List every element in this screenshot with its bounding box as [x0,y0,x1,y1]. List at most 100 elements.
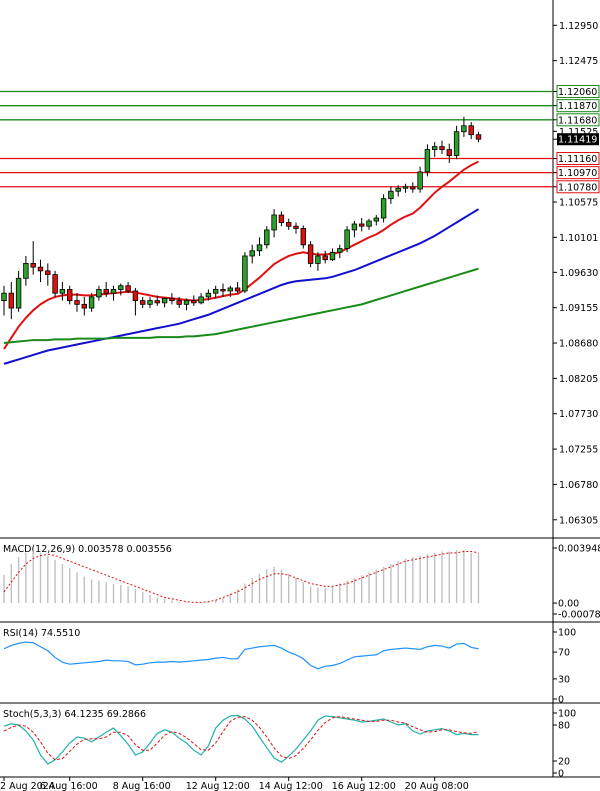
moving-average-blue [3,208,480,365]
macd-tick-label: 0.003948 [558,544,600,555]
stochastic-tick-label: 20 [558,757,570,768]
macd-tick-label: 0.00 [558,599,579,610]
candle-bullish [147,300,153,305]
candle-bullish [118,285,124,290]
candle-bullish [337,248,343,253]
time-tick-label: 8 Aug 16:00 [113,781,171,791]
price-tick-label: 1.06305 [559,515,598,526]
candle-bearish [74,300,80,305]
candle-bearish [52,274,58,294]
last-price-label: 1.11419 [558,135,597,146]
price-tick-label: 1.12475 [559,56,598,67]
candle-bearish [322,255,328,261]
time-tick-label: 20 Aug 08:00 [405,781,469,791]
candle-bullish [351,223,358,231]
level-tag-label: 1.12060 [558,87,597,98]
candle-bullish [453,131,460,156]
macd-panel[interactable]: MACD(12,26,9) 0.003578 0.003556 [3,544,480,604]
candle-bullish [380,198,387,219]
moving-average-layer [3,160,480,365]
candle-bullish [88,296,95,309]
moving-average-green [3,267,479,345]
rsi-panel[interactable]: RSI(14) 74.5510 [3,628,479,670]
moving-average-red [3,160,479,350]
candle-bullish [96,289,102,298]
candle-bearish [234,287,241,292]
level-tag-label: 1.10970 [558,168,597,179]
rsi-tick-label: 70 [558,648,570,659]
horizontal-levels-layer [0,90,553,188]
candle-bullish [366,220,372,227]
candle-bearish [132,290,139,302]
candle-bearish [8,292,14,309]
rsi-tick-label: 100 [558,628,576,639]
candle-bullish [1,292,7,302]
candle-bullish [329,251,336,261]
level-tags: 1.12060 1.11870 1.11680 1.11160 1.10970 1.107… [556,85,600,194]
candle-bearish [358,223,365,227]
price-tick-label: 1.06780 [559,480,598,491]
candle-bullish [242,255,248,292]
candle-bullish [212,289,219,294]
candle-bearish [169,297,175,302]
level-tag [556,151,600,165]
candle-bearish [125,285,131,292]
stochastic-panel[interactable]: Stoch(5,3,3) 64.1235 69.2866 [3,709,479,765]
candle-bearish [67,289,73,302]
candle-bullish [344,229,350,249]
time-tick-label: 14 Aug 12:00 [259,781,323,791]
price-tick-label: 1.08205 [559,374,598,385]
candle-bearish [293,225,299,229]
candle-bullish [205,292,212,298]
candle-bullish [402,186,409,189]
rsi-line [3,641,479,670]
level-tag-label: 1.11680 [558,115,597,126]
level-tag [556,85,600,99]
price-tick-label: 1.09155 [559,303,598,314]
price-tick-label: 1.10575 [559,198,598,209]
last-price-tag [557,133,599,146]
level-tag [556,166,600,180]
candle-bearish [37,266,44,272]
candle-bullish [15,277,22,309]
rsi-tick-label: 30 [558,674,570,685]
rsi-axis: 100 70 30 0 [553,628,576,706]
price-tick-label: 1.12950 [559,21,598,32]
candle-bullish [249,250,255,257]
price-panel[interactable] [0,90,553,365]
level-tag [556,99,600,113]
macd-histogram [3,550,480,604]
macd-signal-line [3,550,479,603]
candle-bearish [475,134,482,140]
candle-bearish [103,289,109,294]
macd-tick-label: -0.000785 [558,610,600,621]
candle-bearish [300,228,306,246]
macd-signal-polyline [3,550,479,603]
stochastic-lines [3,714,479,765]
candle-bullish [59,289,66,294]
level-tag-label: 1.11160 [558,154,597,165]
level-tag-label: 1.10780 [558,182,597,193]
time-tick-label: 6 Aug 16:00 [40,781,98,791]
candle-bullish [271,214,277,231]
time-tick-label: 12 Aug 12:00 [186,781,250,791]
candle-bearish [191,300,197,304]
level-tag-label: 1.11870 [558,101,597,112]
candle-bearish [45,270,51,275]
candlestick-layer [1,116,482,320]
rsi-tick-label: 0 [558,695,564,706]
candle-bullish [161,297,168,304]
time-tick-label: 16 Aug 12:00 [332,781,396,791]
candle-bearish [220,289,226,292]
candle-bullish [183,300,190,305]
candle-bullish [424,149,431,173]
candle-bullish [110,289,117,294]
price-tick-label: 1.09630 [559,268,598,279]
candle-bearish [81,303,87,309]
stochastic-label: Stoch(5,3,3) 64.1235 69.2866 [3,709,146,720]
